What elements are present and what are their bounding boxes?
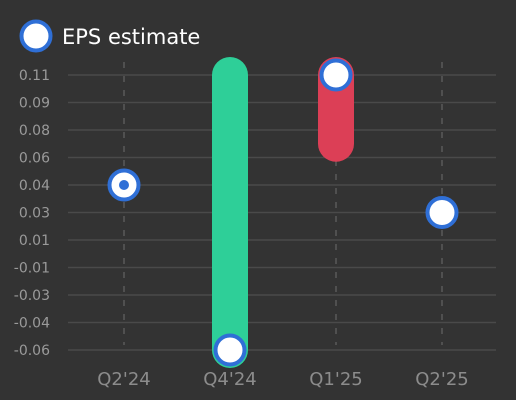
estimate-point — [425, 196, 459, 229]
y-tick-label: 0.11 — [19, 68, 50, 84]
x-tick-label: Q1'25 — [309, 369, 362, 390]
estimate-point — [213, 333, 247, 367]
estimate-point — [319, 58, 353, 92]
y-tick-label: -0.03 — [14, 288, 50, 304]
x-tick-label: Q2'24 — [97, 369, 150, 390]
y-tick-label: 0.04 — [19, 178, 50, 194]
estimate-points — [107, 58, 459, 367]
y-axis-ticks: 0.11 0.09 0.08 0.06 0.04 0.03 0.01 -0.01 -0.03 -0… — [14, 68, 50, 359]
y-tick-label: 0.08 — [19, 123, 50, 139]
legend: EPS estimate — [19, 19, 200, 53]
x-axis-ticks: Q2'24 Q4'24 Q1'25 Q2'25 — [97, 369, 468, 390]
x-tick-label: Q2'25 — [415, 369, 468, 390]
surprise-bar — [212, 57, 248, 368]
legend-marker — [19, 19, 53, 53]
legend-label: EPS estimate — [62, 25, 200, 49]
y-tick-label: -0.06 — [14, 343, 50, 359]
y-tick-label: -0.01 — [14, 261, 50, 277]
y-tick-label: -0.04 — [14, 316, 50, 332]
y-tick-label: 0.06 — [19, 151, 50, 167]
y-tick-label: 0.01 — [19, 233, 50, 249]
actual-point — [119, 180, 129, 190]
x-tick-label: Q4'24 — [203, 369, 256, 390]
y-tick-label: 0.03 — [19, 206, 50, 222]
y-tick-label: 0.09 — [19, 96, 50, 112]
